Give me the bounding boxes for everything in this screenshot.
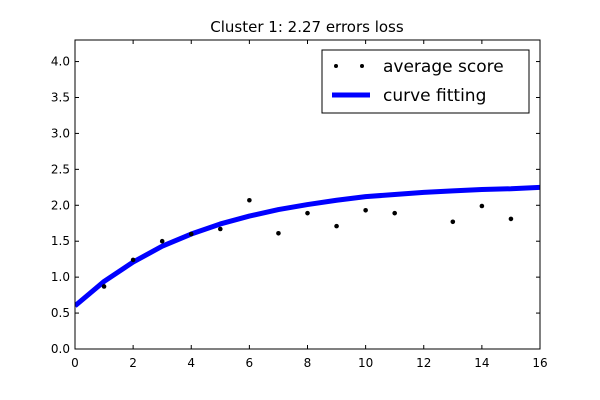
y-tick-label: 4.0 — [51, 55, 70, 69]
chart-title: Cluster 1: 2.27 errors loss — [210, 18, 404, 36]
legend: average score curve fitting — [321, 49, 530, 114]
data-point — [247, 197, 252, 203]
data-point — [508, 216, 514, 222]
data-point — [159, 238, 165, 244]
data-point — [363, 208, 368, 213]
x-tick-label: 12 — [416, 356, 431, 370]
data-point — [305, 210, 310, 216]
legend-marker-average-score-left — [334, 64, 338, 68]
x-tick-label: 0 — [71, 356, 79, 370]
y-tick-label: 2.5 — [51, 162, 70, 176]
data-point — [130, 257, 136, 263]
y-tick-label: 0.0 — [51, 342, 70, 356]
legend-marker-average-score-right — [360, 64, 364, 68]
y-tick-label: 3.0 — [51, 126, 70, 140]
y-tick-label: 1.0 — [51, 270, 70, 284]
y-tick-label: 1.5 — [51, 234, 70, 248]
x-tick-label: 4 — [187, 356, 195, 370]
legend-box — [321, 49, 530, 114]
plot-area — [75, 184, 540, 308]
data-point — [479, 203, 485, 209]
data-point — [392, 210, 397, 216]
x-tick-label: 16 — [532, 356, 547, 370]
legend-label-average-score: average score — [383, 57, 504, 77]
curve-fitting-line — [75, 184, 540, 308]
data-point — [334, 223, 339, 229]
x-tick-label: 2 — [129, 356, 137, 370]
data-point — [101, 284, 107, 289]
x-tick-label: 10 — [358, 356, 373, 370]
y-tick-label: 2.0 — [51, 198, 70, 212]
data-point — [276, 231, 281, 236]
legend-label-curve-fitting: curve fitting — [383, 86, 486, 106]
y-tick-label: 3.5 — [51, 90, 70, 104]
x-tick-label: 8 — [304, 356, 312, 370]
data-point — [188, 231, 194, 237]
x-tick-label: 6 — [246, 356, 254, 370]
plot-frame — [74, 39, 541, 350]
y-tick-label: 0.5 — [51, 306, 70, 320]
data-point — [218, 226, 223, 232]
data-point — [450, 219, 456, 225]
x-tick-label: 14 — [474, 356, 489, 370]
